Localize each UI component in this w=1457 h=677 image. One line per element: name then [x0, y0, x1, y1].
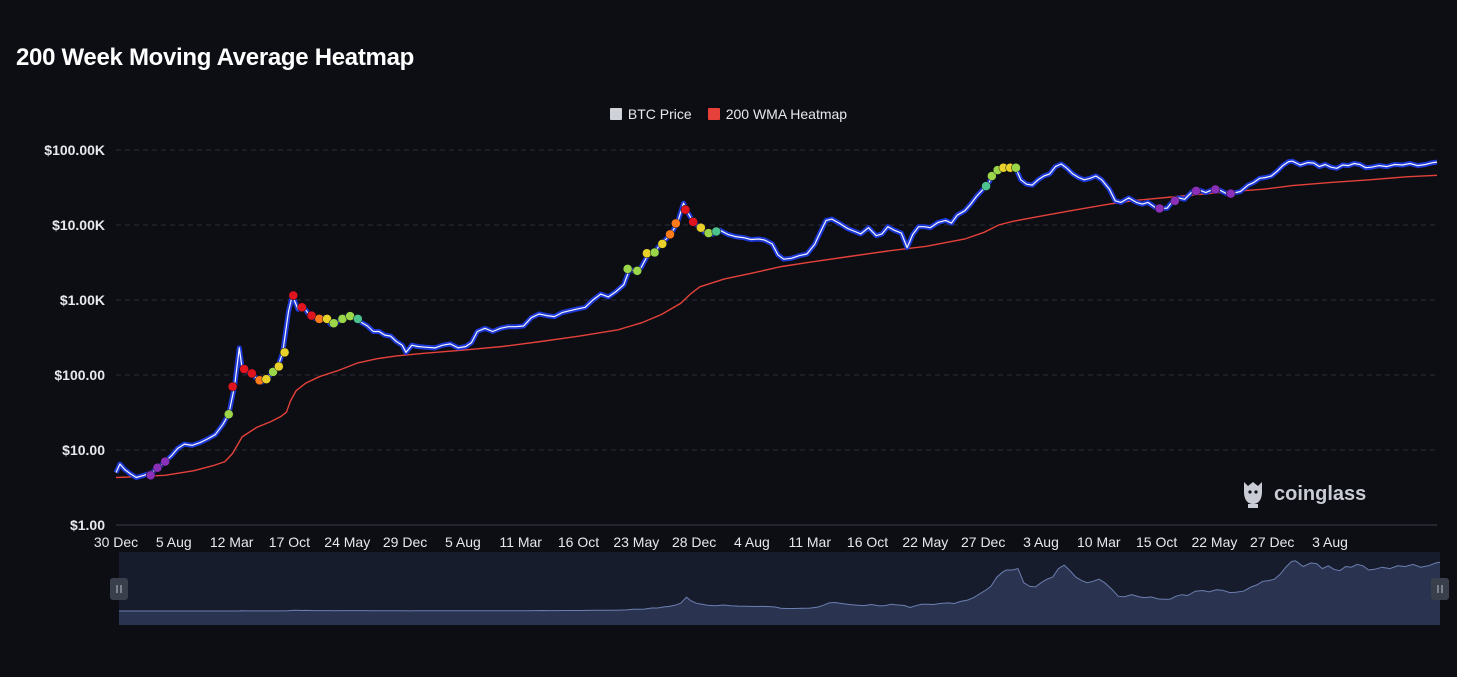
heatmap-marker — [274, 361, 284, 372]
heatmap-marker — [279, 347, 290, 358]
x-tick-label: 24 May — [324, 534, 370, 550]
x-tick-label: 16 Oct — [847, 534, 888, 550]
heatmap-marker — [680, 204, 691, 215]
x-tick-label: 3 Aug — [1023, 534, 1059, 550]
y-tick-label: $1.00 — [70, 517, 105, 533]
legend-item-200wma[interactable]: 200 WMA Heatmap — [707, 106, 848, 122]
x-tick-label: 27 Dec — [961, 534, 1005, 550]
heatmap-marker — [1011, 162, 1021, 173]
y-tick-label: $1.00K — [60, 292, 105, 308]
range-navigator[interactable] — [110, 552, 1449, 625]
heatmap-marker — [1170, 196, 1180, 206]
x-tick-label: 29 Dec — [383, 534, 427, 550]
x-tick-label: 5 Aug — [445, 534, 481, 550]
x-tick-label: 11 Mar — [499, 534, 542, 550]
x-tick-label: 11 Mar — [788, 534, 831, 550]
heatmap-marker — [1210, 184, 1221, 195]
heatmap-marker — [145, 470, 156, 481]
heatmap-marker — [665, 229, 675, 240]
heatmap-marker — [160, 456, 170, 467]
wma-series — [115, 174, 1438, 479]
heatmap-marker — [688, 217, 698, 227]
x-tick-label: 4 Aug — [734, 534, 770, 550]
navigator-handle-right[interactable] — [1431, 578, 1449, 600]
heatmap-marker — [657, 239, 668, 249]
legend-swatch-btc-price — [609, 108, 622, 120]
heatmap-marker — [1191, 186, 1201, 196]
heatmap-marker — [227, 381, 238, 392]
navigator-handle-left[interactable] — [110, 578, 128, 600]
x-tick-label: 15 Oct — [1136, 534, 1177, 550]
watermark: coinglass — [1238, 478, 1366, 510]
heatmap-marker — [297, 302, 307, 313]
coinglass-logo-icon — [1244, 482, 1262, 508]
legend-label-btc-price: BTC Price — [627, 106, 692, 122]
legend-item-btc-price[interactable]: BTC Price — [609, 106, 692, 122]
x-tick-label: 16 Oct — [558, 534, 599, 550]
y-axis: $100.00K $10.00K $1.00K $100.00 $10.00 $1.00 — [44, 142, 105, 533]
heatmap-marker — [268, 367, 278, 377]
x-tick-label: 27 Dec — [1250, 534, 1294, 550]
grid-lines — [116, 149, 1437, 451]
legend-swatch-200wma — [707, 108, 720, 120]
heatmap-marker — [711, 226, 722, 237]
heatmap-marker — [987, 171, 997, 181]
y-tick-label: $100.00K — [44, 142, 105, 158]
x-axis: 30 Dec 5 Aug 12 Mar 17 Oct 24 May 29 Dec 5 Aug… — [94, 524, 1437, 550]
x-tick-label: 17 Oct — [269, 534, 310, 550]
heatmap-marker — [239, 364, 249, 374]
watermark-text: coinglass — [1274, 482, 1367, 505]
x-tick-label: 5 Aug — [156, 534, 192, 550]
heatmap-marker — [622, 264, 633, 274]
legend-label-200wma: 200 WMA Heatmap — [725, 106, 848, 122]
x-tick-label: 3 Aug — [1312, 534, 1348, 550]
x-tick-label: 10 Mar — [1077, 534, 1121, 550]
x-tick-label: 23 May — [613, 534, 659, 550]
x-tick-label: 30 Dec — [94, 534, 138, 550]
heatmap-marker — [1226, 188, 1236, 199]
heatmap-marker — [288, 290, 299, 301]
y-tick-label: $10.00K — [52, 217, 105, 233]
wma-line — [115, 174, 1438, 479]
x-tick-label: 22 May — [1191, 534, 1237, 550]
heatmap-marker — [353, 314, 363, 324]
heatmap-marker — [152, 462, 163, 473]
heatmap-marker — [632, 266, 643, 276]
heatmap-markers — [145, 162, 1236, 481]
heatmap-marker — [981, 181, 991, 191]
heatmap-marker — [329, 318, 339, 328]
navigator-line — [119, 560, 1441, 612]
heatmap-marker — [322, 314, 332, 324]
y-tick-label: $10.00 — [62, 442, 105, 458]
heatmap-marker — [671, 218, 681, 229]
heatmap-marker — [247, 368, 257, 379]
x-tick-label: 22 May — [902, 534, 948, 550]
y-tick-label: $100.00 — [54, 367, 105, 383]
heatmap-marker — [649, 247, 660, 258]
heatmap-marker — [696, 222, 706, 233]
x-tick-label: 12 Mar — [210, 534, 254, 550]
x-tick-label: 28 Dec — [672, 534, 716, 550]
heatmap-marker — [223, 409, 234, 419]
navigator-area — [119, 560, 1440, 625]
page-title: 200 Week Moving Average Heatmap — [16, 44, 414, 71]
chart-legend: BTC Price 200 WMA Heatmap — [0, 106, 1457, 122]
heatmap-marker — [703, 228, 714, 238]
heatmap-marker — [261, 374, 272, 384]
heatmap-marker — [1154, 203, 1165, 214]
